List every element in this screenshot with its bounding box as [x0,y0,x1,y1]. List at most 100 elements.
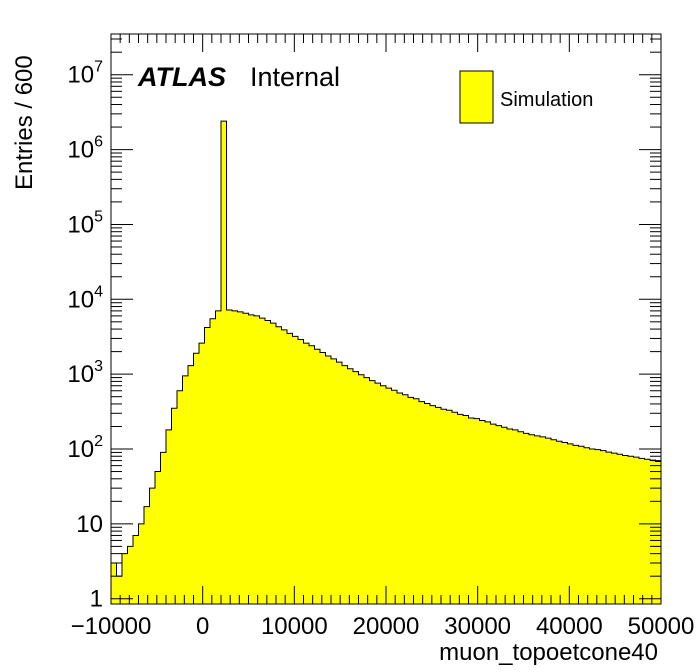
histogram-bar [144,506,150,604]
histogram-bar [171,408,178,604]
histogram-bar [182,375,189,604]
histogram-bar [496,425,502,604]
histogram-bar [639,458,645,604]
histogram-bar [342,365,348,604]
histogram-bar [633,457,640,604]
histogram-bar [413,398,420,604]
histogram-bar [204,327,211,604]
histogram-bar [292,336,299,604]
histogram-bar [320,352,326,604]
histogram-bar [353,371,359,604]
histogram-bar [655,461,662,604]
histogram-bar [556,441,563,604]
histogram-bar [567,443,574,604]
histogram-bar [551,439,557,604]
histogram-bar [133,535,139,604]
histogram-bar [331,358,337,604]
histogram-bar [270,323,277,604]
histogram-bar [441,409,447,604]
histogram-bar [232,310,238,604]
histogram-bar [298,339,304,604]
histogram-bar [446,410,453,604]
histogram-bar [177,390,183,604]
histogram-bar [380,385,387,604]
histogram-bar [210,318,216,604]
x-tick-label: 10000 [261,613,328,640]
histogram-bar [600,450,607,604]
x-tick-label: 40000 [536,613,603,640]
x-tick-label: −10000 [71,613,152,640]
x-tick-label: 20000 [353,613,420,640]
histogram-bar [490,424,497,604]
histogram-bar [644,459,651,604]
y-tick-label: 107 [67,59,103,89]
histogram-bar [259,318,266,604]
histogram-bar [265,320,271,604]
histogram-bar [512,429,519,604]
histogram-bar [287,333,293,604]
histogram-bar [303,343,310,604]
histogram-bar [468,417,475,604]
histogram-bar [155,471,161,604]
histogram-bar [193,353,200,604]
histogram-bar [562,442,568,604]
histogram-bar [463,415,469,604]
histogram-bar [254,315,260,604]
histogram-bar [386,388,392,604]
histogram-bar [529,434,535,604]
histogram-bar [391,390,398,604]
histogram-bar [116,576,123,604]
histogram-bar [584,447,590,604]
histogram-bar [595,449,601,604]
histogram-bar [138,523,145,604]
histogram-bar [347,368,354,604]
histogram-bar [611,453,618,604]
histogram-bar [578,446,585,604]
histogram-bar [276,326,282,604]
histogram-bar [314,349,321,604]
histogram-bar [507,429,513,604]
x-tick-label: 30000 [444,613,511,640]
y-tick-label: 1 [90,586,103,613]
histogram-bar [188,365,194,604]
histogram-bar [160,452,167,604]
histogram-bar [248,314,255,604]
legend-swatch [459,70,494,124]
y-tick-label: 106 [67,134,103,164]
histogram-bar [628,456,634,604]
y-tick-label: 103 [67,358,103,388]
histogram-bar [309,345,315,604]
y-axis-title: Entries / 600 [11,55,38,190]
y-axis-ticks [111,38,661,600]
histogram-bar [650,460,656,604]
x-tick-label: 0 [196,613,209,640]
histogram-bar [199,343,205,604]
atlas-label: ATLAS [137,62,226,92]
histogram-bar [281,329,288,604]
histogram-bar [545,438,552,604]
internal-label: Internal [250,62,340,92]
histogram-bar [122,553,128,604]
histogram-bar [358,374,365,604]
legend-entry-simulation: Simulation [500,89,593,111]
histogram-bar [243,313,249,604]
y-tick-label: 10 [76,511,103,538]
histogram-bar [325,355,332,604]
histogram-bar [573,445,579,604]
histogram-bar [375,383,381,604]
histogram-bar [452,412,458,604]
histogram-bar [617,454,623,604]
histogram-bar [474,418,480,604]
histogram-bar [111,563,117,604]
histogram-bar [226,309,233,604]
histogram-bar [369,380,376,604]
histogram-bar [457,414,464,604]
histogram-bar [518,431,524,604]
histogram-bar [237,311,244,604]
x-tick-label: 50000 [628,613,695,640]
y-tick-label: 105 [67,208,103,238]
histogram-bar [534,435,541,604]
histogram-bar [127,546,134,604]
histogram-bar [606,452,612,604]
